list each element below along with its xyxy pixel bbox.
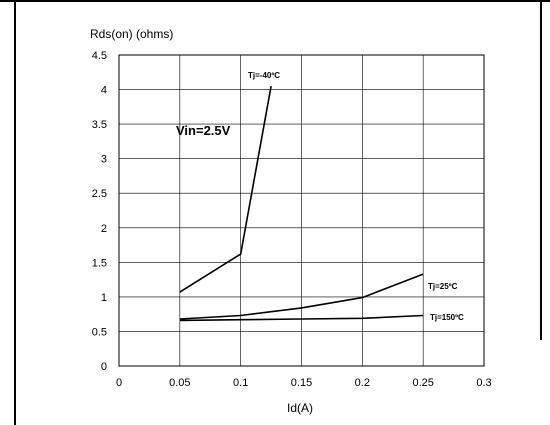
x-tick-label: 0.25 [412,377,433,389]
series-label-0: Tj=-40ºC [248,71,280,80]
x-tick-label: 0.3 [476,377,491,389]
y-tick-label: 3 [101,154,107,166]
tick-labels: 0 0.05 0.1 0.15 0.2 0.25 0.3 0 0.5 1 1.5 2 2.5 3 3.5 4 4… [92,50,492,389]
series-line-0 [179,85,272,293]
x-tick-label: 0.1 [233,377,248,389]
series-label-2: Tj=150ºC [430,313,464,322]
x-tick-label: 0.2 [355,377,370,389]
y-tick-label: 0 [101,361,107,373]
series-line-2 [179,314,424,322]
series-line-1 [179,273,424,320]
x-tick-label: 0 [116,377,122,389]
y-tick-label: 2.5 [92,188,107,200]
y-tick-label: 3.5 [92,119,107,131]
y-axis-title: Rds(on) (ohms) [90,27,173,41]
frame-left-border [14,0,16,425]
y-tick-label: 1.5 [92,257,107,269]
series-layer [179,85,424,322]
y-tick-label: 0.5 [92,326,107,338]
series-label-1: Tj=25ºC [428,282,458,291]
y-tick-label: 4 [101,85,107,97]
series-labels: Tj=-40ºC Tj=25ºC Tj=150ºC [248,71,464,322]
plot-area-frame [118,54,485,367]
x-tick-label: 0.05 [169,377,190,389]
vin-annotation: Vin=2.5V [176,123,231,138]
x-axis-title: Id(A) [287,401,313,415]
y-tick-label: 1 [101,292,107,304]
y-tick-label: 2 [101,223,107,235]
frame-right-border [540,0,542,340]
y-tick-label: 4.5 [92,50,107,62]
x-tick-label: 0.15 [291,377,312,389]
frame-top-border [0,0,550,6]
